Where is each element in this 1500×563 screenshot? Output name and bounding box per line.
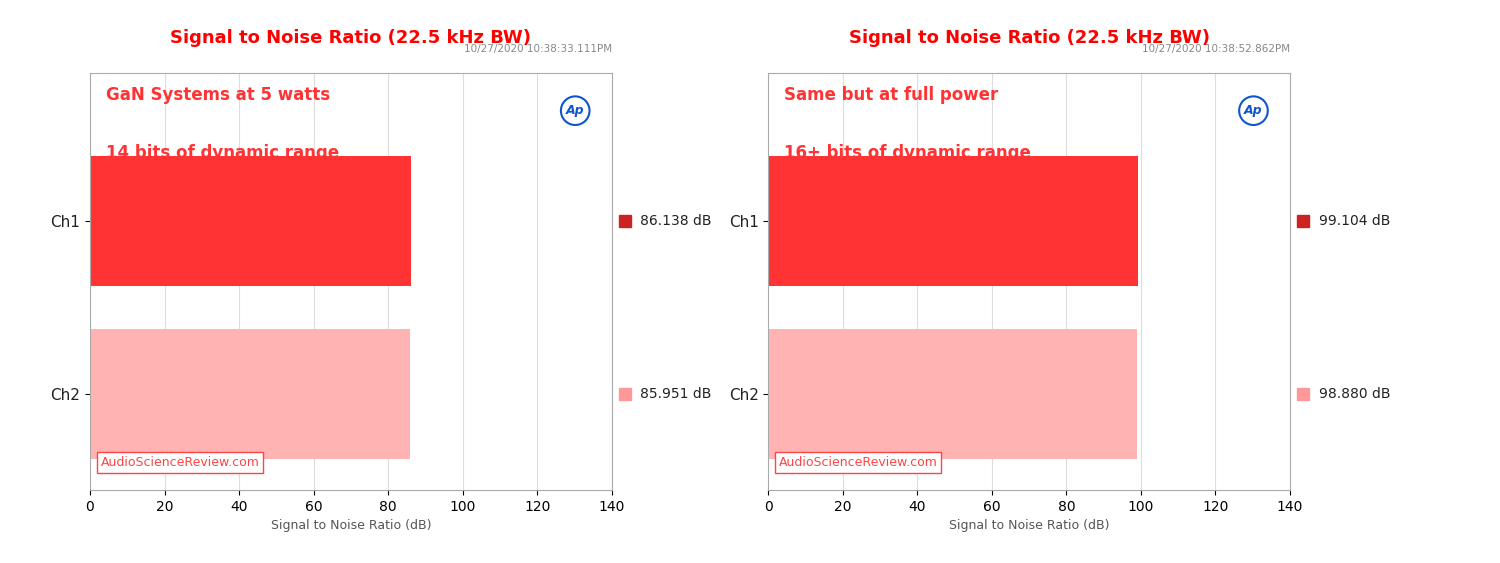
Text: AudioScienceReview.com: AudioScienceReview.com xyxy=(100,456,260,469)
Text: Ap: Ap xyxy=(1244,104,1263,117)
Text: 16+ bits of dynamic range: 16+ bits of dynamic range xyxy=(784,144,1030,162)
Bar xyxy=(768,155,1137,286)
Text: 85.951 dB: 85.951 dB xyxy=(640,387,712,401)
Text: GaN Systems at 5 watts: GaN Systems at 5 watts xyxy=(105,86,330,104)
Text: 98.880 dB: 98.880 dB xyxy=(1318,387,1390,401)
Text: 86.138 dB: 86.138 dB xyxy=(640,214,712,228)
Text: 14 bits of dynamic range: 14 bits of dynamic range xyxy=(105,144,339,162)
X-axis label: Signal to Noise Ratio (dB): Signal to Noise Ratio (dB) xyxy=(270,519,430,532)
X-axis label: Signal to Noise Ratio (dB): Signal to Noise Ratio (dB) xyxy=(950,519,1110,532)
Text: Same but at full power: Same but at full power xyxy=(784,86,998,104)
Title: Signal to Noise Ratio (22.5 kHz BW): Signal to Noise Ratio (22.5 kHz BW) xyxy=(849,29,1209,47)
Text: Ap: Ap xyxy=(566,104,585,117)
Title: Signal to Noise Ratio (22.5 kHz BW): Signal to Noise Ratio (22.5 kHz BW) xyxy=(171,29,531,47)
Bar xyxy=(90,155,411,286)
Bar xyxy=(768,329,1137,459)
Text: 10/27/2020 10:38:33.111PM: 10/27/2020 10:38:33.111PM xyxy=(464,44,612,55)
Text: 99.104 dB: 99.104 dB xyxy=(1318,214,1390,228)
Bar xyxy=(90,329,411,459)
Text: AudioScienceReview.com: AudioScienceReview.com xyxy=(778,456,938,469)
Text: 10/27/2020 10:38:52.862PM: 10/27/2020 10:38:52.862PM xyxy=(1142,44,1290,55)
